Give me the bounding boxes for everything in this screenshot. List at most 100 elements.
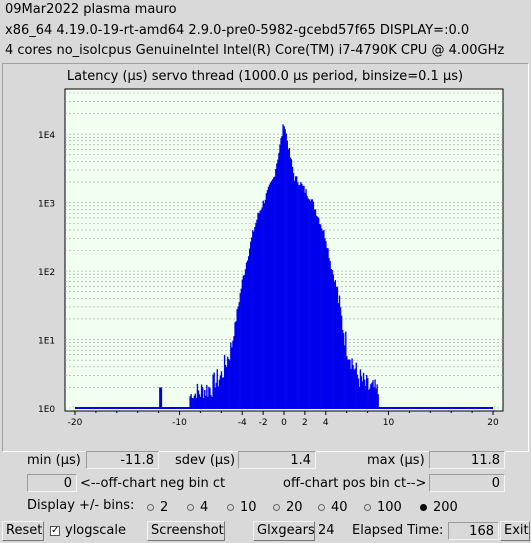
pos-bin-count-label: off-chart pos bin ct--> [283,476,427,491]
histogram-bar [193,395,195,408]
histogram-bar [208,386,210,408]
histogram-bar [259,210,261,408]
bins-radio-10[interactable]: 10 [227,500,257,515]
histogram-bar [218,387,222,408]
glxgears-button[interactable]: Glxgears [253,521,315,541]
radio-dot-icon[interactable] [187,504,194,511]
checkbox-checked-icon[interactable]: ✓ [50,524,60,536]
bins-radio-label: 200 [433,500,458,515]
histogram-bar [348,359,350,408]
x-tick-label: 4 [323,418,329,428]
histogram-bar [280,138,282,409]
histogram-bar [362,372,365,408]
min-value: -11.8 [86,451,159,469]
histogram-bar [310,199,312,408]
x-tick-label: -4 [238,418,247,428]
histogram-bar [286,140,288,408]
histogram-bar [236,309,238,408]
histogram-bar [324,238,326,408]
histogram-bar [335,286,338,408]
histogram-bar [299,184,301,408]
histogram-bar [228,358,230,408]
bins-radio-200[interactable]: 200 [420,500,458,515]
histogram-bar [369,388,371,408]
histogram-bar [376,384,378,408]
histogram-bar [294,176,297,408]
histogram-bar [301,183,303,408]
bins-radio-label: 100 [377,500,402,515]
histogram-bar [277,159,279,408]
histogram-bar [217,386,219,408]
bins-radio-20[interactable]: 20 [273,500,303,515]
radio-dot-icon[interactable] [318,504,325,511]
histogram-bar [254,227,256,408]
histogram-bar [297,182,299,408]
histogram-bar [325,241,327,408]
glxgears-count: 24 [318,523,335,538]
histogram-bar [309,201,311,408]
histogram-bar [204,390,206,408]
radio-dot-icon[interactable] [273,504,280,511]
histogram-bar [252,230,254,408]
histogram-bar [264,199,267,408]
histogram-bar [201,387,204,408]
histogram-bar [287,149,290,408]
y-tick-label: 1E0 [38,405,55,415]
histogram-bar [276,163,278,408]
radio-dot-icon[interactable] [227,504,234,511]
histogram-bar [234,322,236,408]
histogram-bar [290,159,293,408]
max-label: max (µs) [367,453,425,468]
histogram-bar [321,228,323,408]
histogram-bar [214,387,218,408]
histogram-bar [319,224,321,408]
exit-button[interactable]: Exit [500,521,530,541]
histogram-bar [227,356,229,408]
bins-radio-label: 20 [286,500,303,515]
histogram-bar [263,203,265,408]
y-tick-label: 1E1 [38,337,55,347]
histogram-bar [190,394,192,408]
x-tick-label: 0 [281,418,287,428]
bins-radio-2[interactable]: 2 [147,500,168,515]
histogram-bar [368,389,370,408]
min-label: min (µs) [27,453,81,468]
histogram-bar [344,345,346,408]
bins-radio-label: 2 [160,500,169,515]
histogram-bar [296,176,298,408]
histogram-bar [256,219,258,408]
histogram-bar [375,388,377,408]
histogram-bar [274,176,276,408]
bins-radio-40[interactable]: 40 [318,500,348,515]
histogram-bar [203,397,205,408]
histogram-bar [289,157,292,408]
bins-radio-100[interactable]: 100 [364,500,402,515]
radio-dot-icon[interactable] [364,504,371,511]
histogram-bar [235,321,237,408]
histogram-bar [209,388,211,408]
histogram-bar [206,384,208,408]
pos-bin-count-value: 0 [429,474,505,492]
histogram-bar [349,359,351,408]
histogram-bar [261,207,263,408]
elapsed-time-label: Elapsed Time: [352,523,444,538]
ylogscale-checkbox[interactable]: ✓ ylogscale [50,523,126,538]
histogram-bar [315,215,318,408]
histogram-bar [242,275,245,408]
screenshot-button[interactable]: Screenshot [147,521,225,541]
radio-dot-icon[interactable] [147,504,154,511]
histogram-bar [351,358,353,408]
display-bins-label: Display +/- bins: [27,498,135,513]
histogram-bar [194,393,196,408]
histogram-bar [260,209,262,408]
radio-dot-icon[interactable] [420,504,427,511]
histogram-bar [307,198,309,408]
histogram-bar [357,387,361,408]
bins-radio-4[interactable]: 4 [187,500,208,515]
histogram-bar [377,394,379,408]
reset-button[interactable]: Reset [2,521,44,541]
histogram-bar [306,195,308,408]
histogram-bar [253,231,255,408]
y-tick-label: 1E3 [38,200,55,210]
histogram-bar [250,241,252,408]
